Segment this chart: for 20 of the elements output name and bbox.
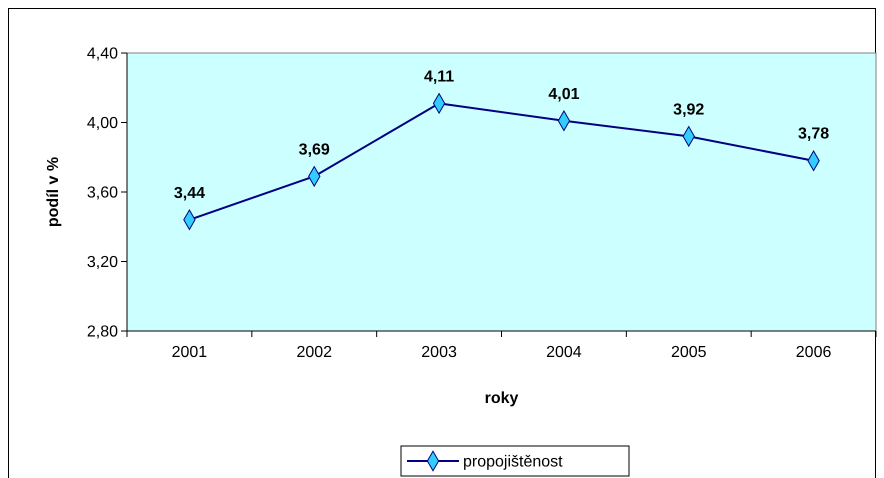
legend-label: propojištěnost [463,454,564,471]
x-tick-label: 2003 [421,344,457,361]
y-tick-label: 4,40 [86,46,118,63]
y-tick-label: 3,60 [86,184,118,202]
x-tick-label: 2002 [296,344,332,361]
y-tick-label: 3,20 [86,254,118,272]
x-tick-label: 2004 [546,344,582,361]
data-label: 3,92 [673,101,704,118]
x-axis-title: roky [484,390,518,407]
data-label: 3,78 [798,126,830,143]
x-tick-label: 2005 [670,344,707,361]
data-label: 3,44 [174,184,206,202]
y-axis-title: podíl v % [45,156,62,228]
data-label: 3,69 [298,141,330,158]
x-tick-label: 2001 [172,344,208,361]
data-label: 4,11 [424,68,454,86]
data-label: 4,01 [548,86,580,103]
x-tick-label: 2006 [796,344,832,361]
y-tick-label: 2,80 [86,324,118,341]
y-tick-label: 4,00 [86,115,118,132]
